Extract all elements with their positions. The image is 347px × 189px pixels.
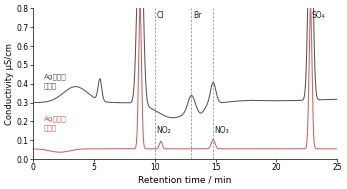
X-axis label: Retention time / min: Retention time / min — [138, 175, 232, 184]
Text: NO₃: NO₃ — [214, 126, 229, 135]
Text: Agカラム
処理前: Agカラム 処理前 — [44, 116, 67, 131]
Text: Br: Br — [193, 11, 201, 20]
Text: SO₄: SO₄ — [311, 11, 325, 20]
Y-axis label: Conductivity μS/cm: Conductivity μS/cm — [5, 43, 14, 125]
Text: Agカラム
処理前: Agカラム 処理前 — [44, 73, 67, 89]
Text: Cl: Cl — [156, 11, 164, 20]
Text: NO₂: NO₂ — [156, 126, 171, 135]
